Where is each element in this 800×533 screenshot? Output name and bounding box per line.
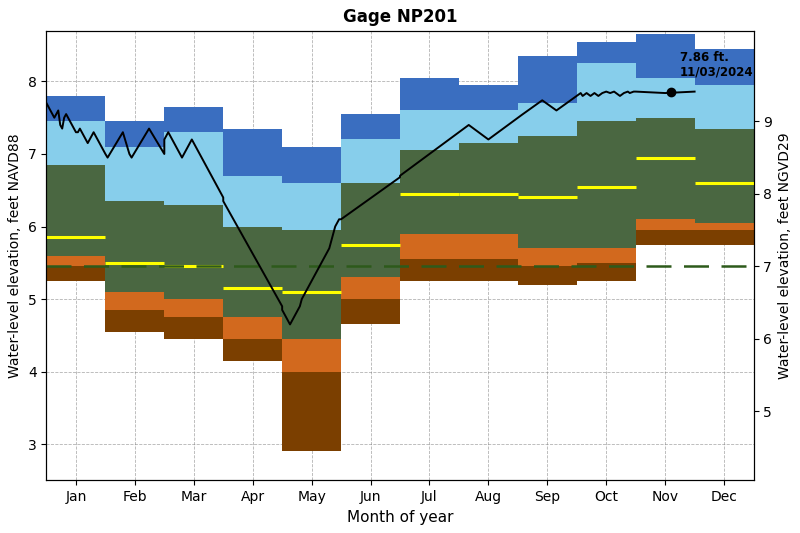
Text: 7.86 ft.
11/03/2024: 7.86 ft. 11/03/2024 xyxy=(680,51,754,78)
Y-axis label: Water-level elevation, feet NGVD29: Water-level elevation, feet NGVD29 xyxy=(778,132,792,379)
X-axis label: Month of year: Month of year xyxy=(346,510,454,524)
Title: Gage NP201: Gage NP201 xyxy=(342,9,458,26)
Y-axis label: Water-level elevation, feet NAVD88: Water-level elevation, feet NAVD88 xyxy=(8,133,22,378)
